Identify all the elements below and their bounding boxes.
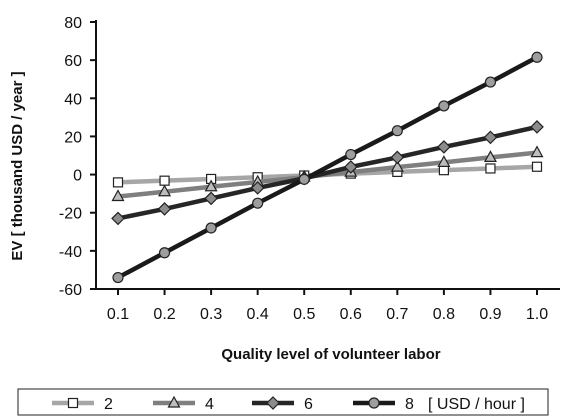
legend-entry-2: 2 (52, 396, 113, 413)
y-axis-label: EV [ thousand USD / year ] (9, 71, 26, 260)
y-axis: -60 -40 -20 0 20 40 60 80 (59, 15, 97, 299)
legend-label-2: 2 (104, 396, 113, 413)
data-point-2-8 (485, 163, 496, 174)
x-tick-label: 0.7 (386, 306, 408, 323)
legend-entry-4: 4 (153, 395, 214, 413)
data-point-2-0 (112, 177, 124, 188)
data-point-6-5 (343, 160, 358, 174)
data-point-4-8 (483, 150, 497, 163)
legend-label-6: 6 (304, 396, 313, 413)
data-point-2-9 (531, 161, 543, 172)
legend-unit-label: [ USD / hour ] (428, 396, 525, 413)
data-point-8-4 (298, 173, 310, 185)
series-lines (111, 51, 544, 284)
data-point-4-7 (437, 155, 451, 167)
x-tick-label: 0.5 (293, 306, 315, 323)
x-tick-label: 0.3 (200, 306, 222, 323)
data-point-2-7 (438, 165, 449, 176)
y-tick-label: 20 (64, 129, 82, 146)
data-point-8-3 (252, 197, 264, 209)
data-point-6-9 (530, 120, 544, 134)
y-tick-label: 60 (64, 53, 82, 70)
series-6 (111, 120, 544, 226)
data-point-8-8 (484, 76, 497, 88)
data-point-4-1 (158, 184, 172, 197)
x-tick-label: 0.6 (340, 306, 362, 323)
x-tick-label: 0.4 (247, 306, 269, 323)
data-point-8-2 (205, 222, 217, 234)
data-point-4-0 (111, 189, 125, 202)
legend-label-4: 4 (205, 396, 214, 413)
legend-marker-4 (167, 395, 181, 408)
data-point-2-1 (159, 175, 170, 186)
y-tick-label: 80 (64, 15, 82, 32)
data-point-8-6 (391, 125, 403, 137)
legend: 2 4 6 8 [ USD / hour ] (17, 388, 549, 416)
y-tick-label: -60 (59, 282, 82, 299)
legend-label-8: 8 (405, 396, 414, 413)
legend-marker-8 (368, 397, 380, 409)
series-line-6 (117, 124, 538, 221)
data-point-8-0 (112, 271, 124, 284)
x-axis-label: Quality level of volunteer labor (221, 346, 440, 363)
data-point-6-2 (204, 191, 218, 206)
x-tick-label: 0.8 (433, 306, 455, 323)
data-point-6-3 (250, 181, 265, 195)
data-point-4-6 (390, 159, 404, 172)
y-tick-label: 40 (64, 91, 82, 108)
data-point-6-1 (157, 202, 172, 216)
data-point-4-9 (530, 145, 544, 158)
data-point-4-2 (204, 179, 218, 192)
data-point-8-9 (531, 51, 543, 63)
y-tick-label: -20 (59, 206, 82, 223)
x-axis: 0.1 0.2 0.3 0.4 0.5 0.6 0.7 0.8 0.9 1.0 (96, 288, 560, 323)
legend-marker-2 (67, 397, 79, 409)
x-tick-label: 0.1 (107, 306, 129, 323)
data-point-6-6 (390, 150, 405, 165)
series-8 (112, 51, 543, 284)
x-tick-label: 1.0 (526, 306, 548, 323)
legend-entry-8: 8 (353, 396, 414, 413)
legend-marker-6 (266, 396, 280, 410)
y-tick-label: 0 (73, 168, 82, 185)
data-point-6-0 (111, 211, 125, 226)
y-tick-label: -40 (59, 244, 82, 261)
legend-entry-6: 6 (252, 396, 313, 413)
x-tick-label: 0.9 (479, 306, 501, 323)
data-point-8-1 (158, 247, 171, 259)
data-point-8-5 (345, 148, 357, 161)
data-point-6-7 (437, 140, 451, 154)
series-line-8 (116, 55, 539, 280)
data-point-8-7 (438, 100, 450, 112)
data-point-6-8 (483, 130, 498, 145)
x-tick-label: 0.2 (153, 306, 175, 323)
